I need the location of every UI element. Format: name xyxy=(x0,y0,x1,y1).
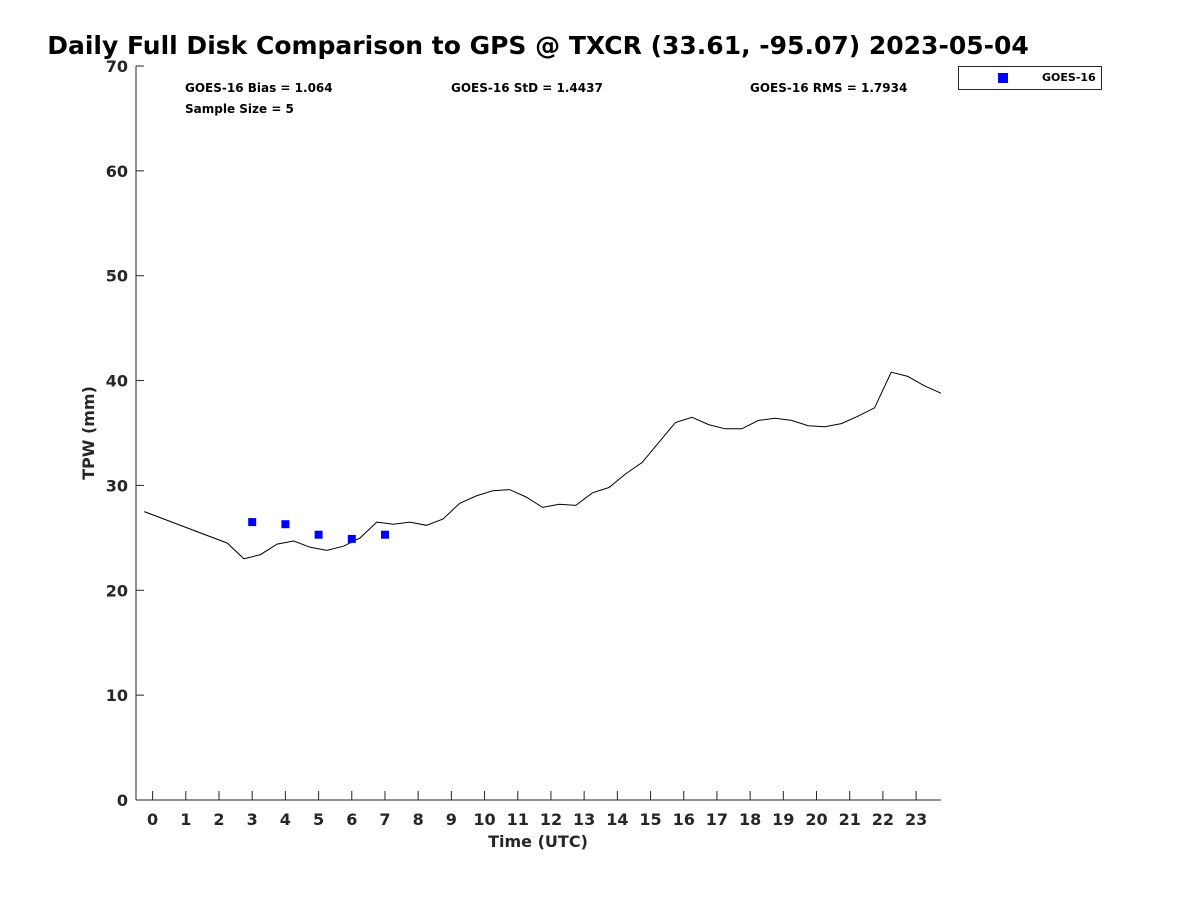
x-tick-label: 18 xyxy=(739,810,761,829)
x-tick-label: 10 xyxy=(473,810,495,829)
x-tick-label: 15 xyxy=(639,810,661,829)
x-tick-label: 1 xyxy=(180,810,191,829)
x-tick-label: 9 xyxy=(446,810,457,829)
goes16-point xyxy=(281,520,290,529)
goes16-point xyxy=(347,534,356,543)
std-annotation: GOES-16 StD = 1.4437 xyxy=(451,81,603,95)
x-tick-label: 8 xyxy=(413,810,424,829)
x-tick-label: 20 xyxy=(805,810,827,829)
axes xyxy=(135,66,941,801)
y-tick-label: 50 xyxy=(106,267,128,286)
y-tick-label: 30 xyxy=(106,476,128,495)
x-tick-label: 22 xyxy=(872,810,894,829)
x-axis-label: Time (UTC) xyxy=(488,832,588,851)
x-tick-label: 23 xyxy=(905,810,927,829)
rms-annotation: GOES-16 RMS = 1.7934 xyxy=(750,81,907,95)
x-tick-label: 16 xyxy=(673,810,695,829)
x-tick-label: 14 xyxy=(606,810,628,829)
legend-marker-goes16 xyxy=(998,73,1008,83)
y-axis-label: TPW (mm) xyxy=(79,386,98,480)
x-tick-label: 13 xyxy=(573,810,595,829)
bias-annotation: GOES-16 Bias = 1.064 xyxy=(185,81,333,95)
y-tick-label: 0 xyxy=(117,791,128,810)
x-tick-label: 7 xyxy=(379,810,390,829)
sample-size-annotation: Sample Size = 5 xyxy=(185,102,294,116)
x-tick-label: 21 xyxy=(839,810,861,829)
goes16-point xyxy=(248,518,257,527)
y-tick-label: 20 xyxy=(106,581,128,600)
x-tick-label: 4 xyxy=(280,810,291,829)
x-tick-label: 12 xyxy=(540,810,562,829)
y-ticks: 0 10 20 30 40 50 60 70 xyxy=(106,57,144,810)
x-tick-label: 0 xyxy=(147,810,158,829)
x-ticks: 0 1 2 3 4 5 6 7 8 9 10 11 12 13 14 15 16 17 18 19 20 21 22 23 xyxy=(147,791,927,829)
goes16-point xyxy=(314,530,323,539)
gps-tpw-line xyxy=(144,371,942,560)
chart-title: Daily Full Disk Comparison to GPS @ TXCR… xyxy=(47,31,1029,60)
legend-label-goes16: GOES-16 xyxy=(1042,71,1096,84)
x-tick-label: 6 xyxy=(346,810,357,829)
x-tick-label: 3 xyxy=(247,810,258,829)
legend-box xyxy=(958,66,1102,90)
y-tick-label: 60 xyxy=(106,162,128,181)
goes16-point xyxy=(381,530,389,539)
stats-annotations: GOES-16 Bias = 1.064 GOES-16 StD = 1.443… xyxy=(185,81,907,116)
y-tick-label: 10 xyxy=(106,686,128,705)
x-tick-label: 19 xyxy=(772,810,794,829)
x-tick-label: 2 xyxy=(213,810,224,829)
x-tick-label: 5 xyxy=(313,810,324,829)
x-tick-label: 11 xyxy=(507,810,529,829)
y-tick-label: 70 xyxy=(106,57,128,76)
y-tick-label: 40 xyxy=(106,372,128,391)
x-tick-label: 17 xyxy=(706,810,728,829)
legend: GOES-16 xyxy=(958,66,1102,90)
plot-area xyxy=(144,371,942,560)
